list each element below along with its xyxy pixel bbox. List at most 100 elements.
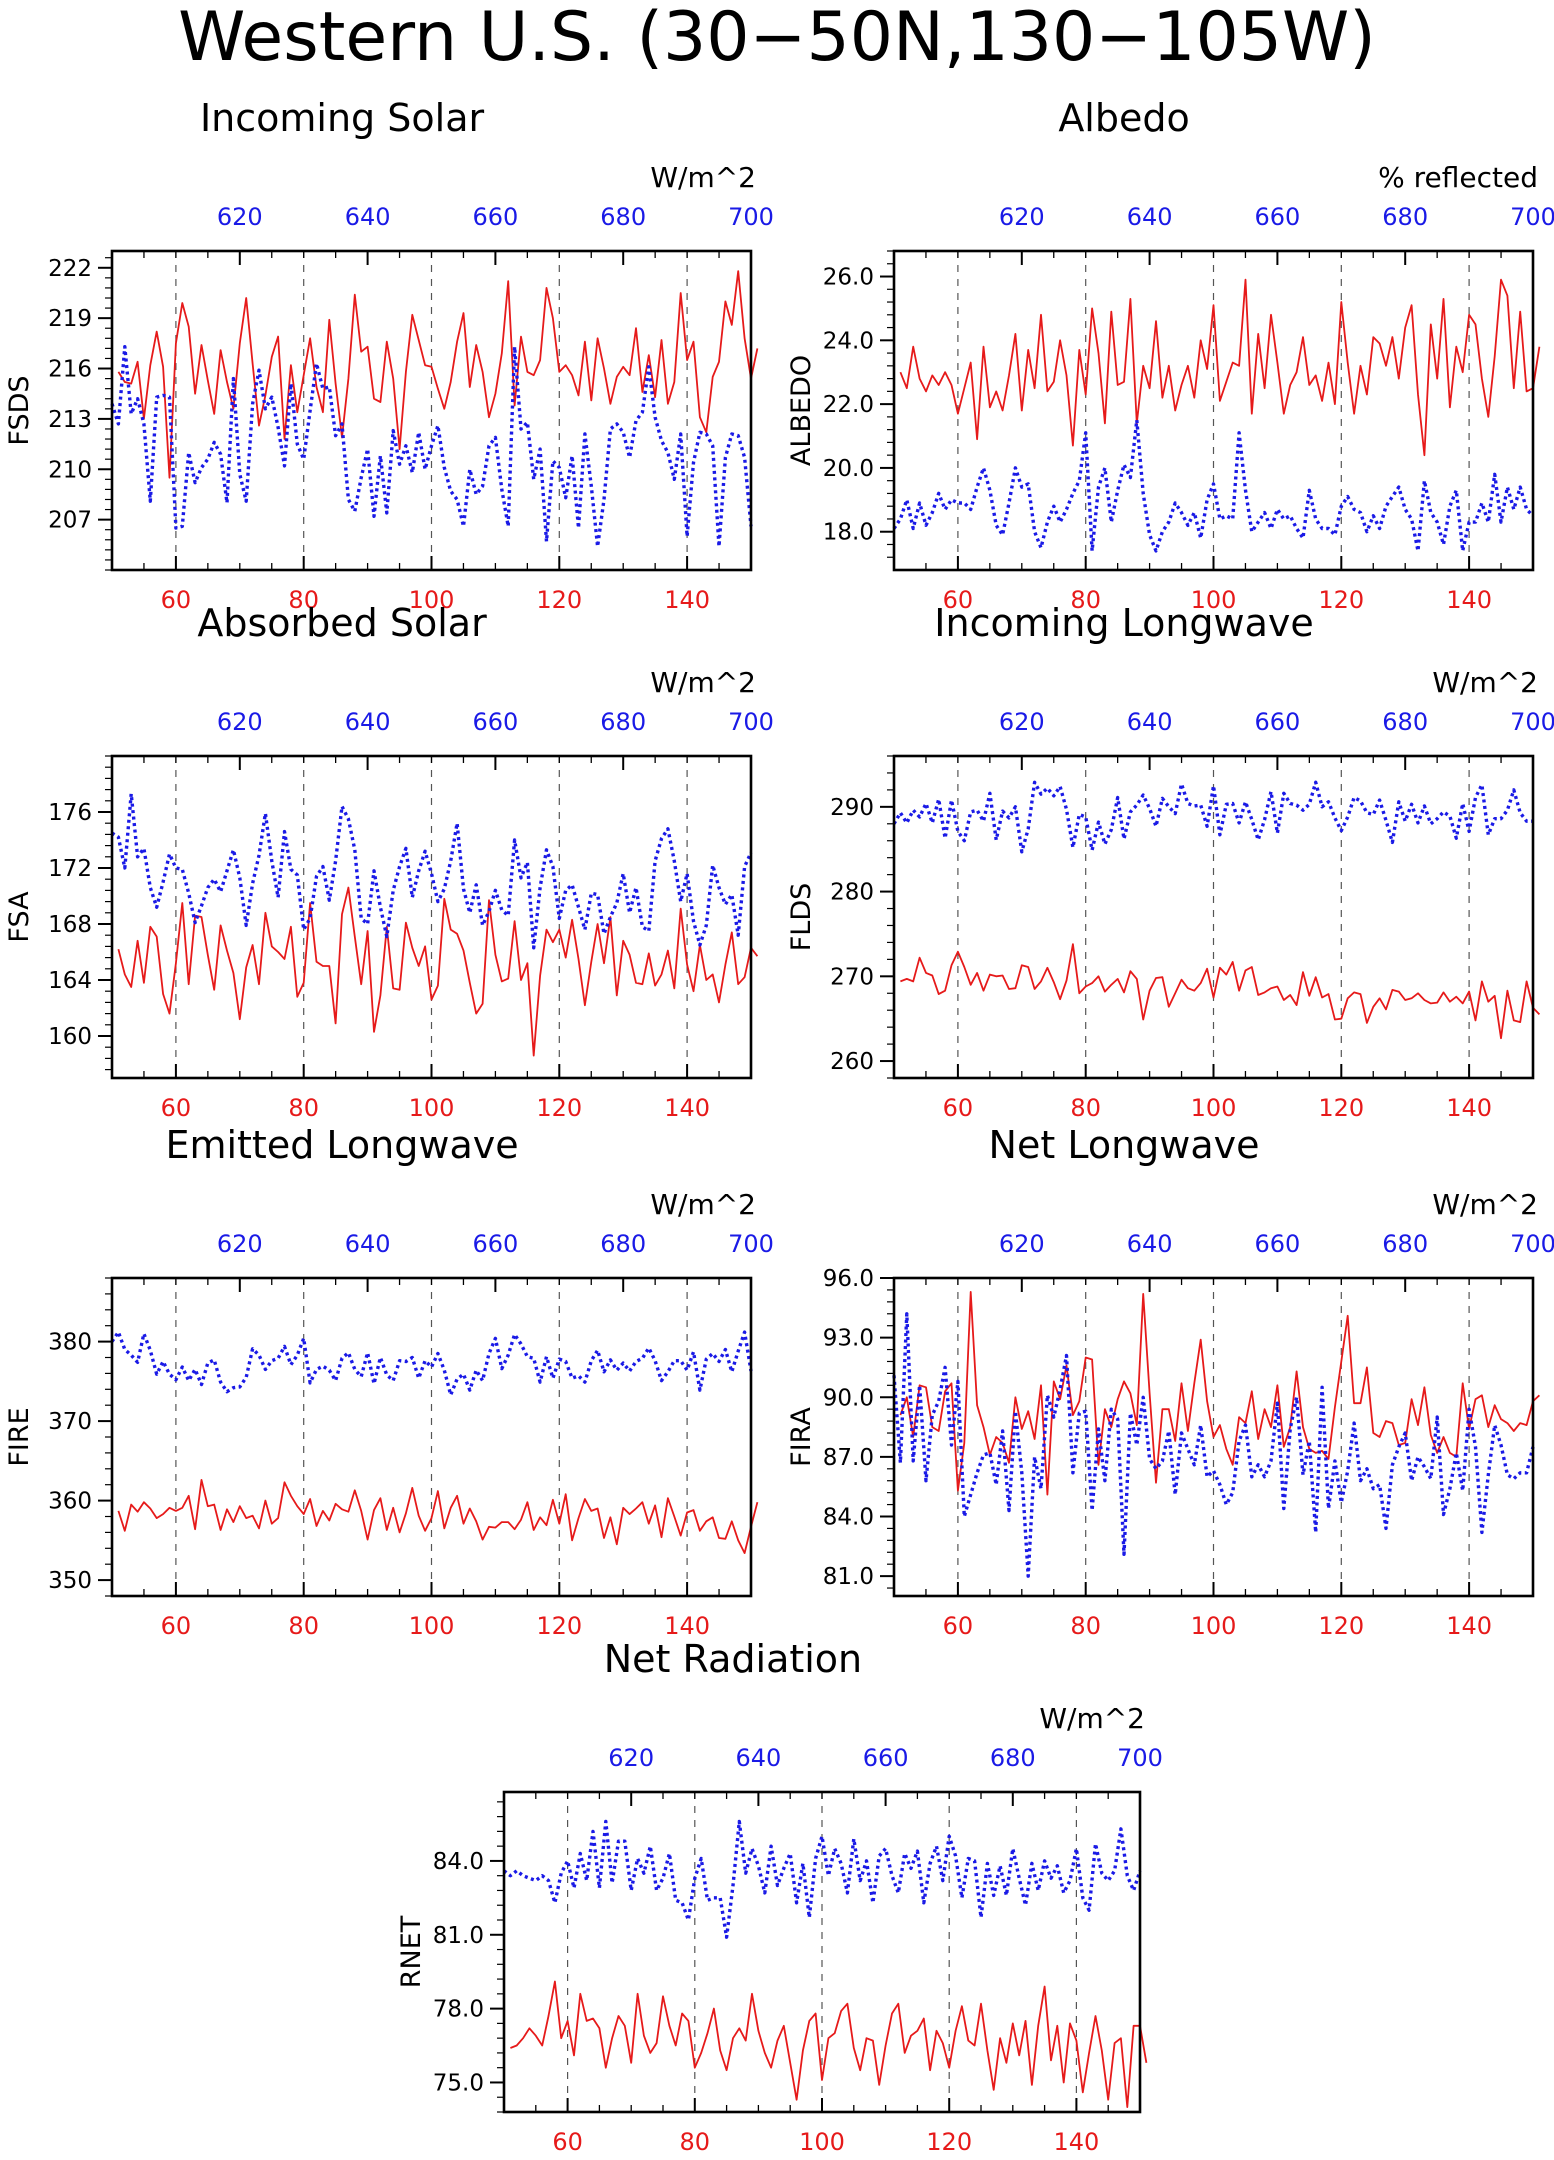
y-tick-label: 160 [48,1024,92,1050]
x-top-tick-label: 700 [1117,1744,1163,1772]
plot-frame [110,1276,753,1598]
plot-frame [892,754,1535,1080]
x-tick-label: 60 [161,1612,192,1640]
x-tick-label: 60 [943,1094,974,1122]
units-label: W/m^2 [650,666,756,699]
units-label: % reflected [1378,161,1538,194]
series-line-bottom-axis [117,1479,759,1554]
chart-panel: Albedo % reflected ALBEDO 60 80 100 120 140 620 6… [786,96,1554,614]
chart-panel: Net Longwave W/m^2 FIRA 60 80 100 120 140 620 640… [786,1123,1554,1640]
chart-title: Net Radiation [604,1637,862,1681]
series-line-bottom-axis [900,943,1541,1040]
y-tick-label: 370 [48,1409,92,1435]
plot-frame [892,249,1535,572]
plot-frame [110,249,753,572]
y-tick-label: 207 [48,508,92,534]
x-top-tick-label: 660 [472,1230,518,1258]
y-tick-label: 78.0 [433,1997,484,2023]
y-tick-label: 81.0 [433,1923,484,1949]
x-tick-label: 140 [664,586,710,614]
chart-title: Albedo [1058,96,1189,140]
series-line-top-axis [110,345,753,549]
x-tick-label: 100 [409,1094,455,1122]
x-top-tick-label: 640 [1127,1230,1173,1258]
figure-title: Western U.S. (30−50N,130−105W) [178,0,1376,77]
x-top-tick-label: 620 [217,1230,263,1258]
x-top-tick-label: 680 [600,203,646,231]
y-tick-label: 24.0 [823,328,874,354]
x-tick-label: 80 [288,1094,319,1122]
chart-panel: Incoming Solar W/m^2 FSDS 60 80 100 120 140 620 6… [4,96,774,614]
x-top-tick-label: 700 [1510,1230,1554,1258]
y-axis-label: RNET [396,1915,427,1988]
y-tick-label: 168 [48,912,92,938]
x-tick-label: 140 [1053,2128,1099,2156]
plot-frame [502,1790,1142,2114]
y-axis-label: FIRE [4,1407,35,1466]
x-tick-label: 120 [926,2128,972,2156]
x-tick-label: 120 [536,586,582,614]
y-tick-label: 90.0 [823,1385,874,1411]
x-top-tick-label: 680 [1382,1230,1428,1258]
y-tick-label: 260 [830,1049,874,1075]
units-label: W/m^2 [1039,1702,1145,1735]
y-tick-label: 22.0 [823,392,874,418]
x-tick-label: 120 [536,1094,582,1122]
x-tick-label: 100 [409,586,455,614]
y-tick-label: 210 [48,457,92,483]
x-tick-label: 140 [664,1094,710,1122]
x-top-tick-label: 640 [345,203,391,231]
x-top-tick-label: 620 [999,203,1045,231]
x-top-tick-label: 640 [345,708,391,736]
series-line-bottom-axis [510,1980,1148,2109]
y-tick-label: 290 [830,795,874,821]
y-tick-label: 84.0 [823,1505,874,1531]
y-tick-label: 81.0 [823,1564,874,1590]
x-tick-label: 100 [409,1612,455,1640]
x-tick-label: 80 [288,1612,319,1640]
y-axis-label: FSDS [4,375,35,445]
x-top-tick-label: 620 [217,708,263,736]
series-line-bottom-axis [117,886,759,1057]
x-tick-label: 60 [943,586,974,614]
x-top-tick-label: 700 [728,1230,774,1258]
y-tick-label: 20.0 [823,456,874,482]
y-tick-label: 84.0 [433,1849,484,1875]
x-tick-label: 100 [1191,586,1237,614]
x-tick-label: 100 [1191,1612,1237,1640]
y-tick-label: 164 [48,968,92,994]
x-tick-label: 140 [664,1612,710,1640]
x-tick-label: 120 [1318,1612,1364,1640]
x-top-tick-label: 700 [1510,708,1554,736]
chart-title: Emitted Longwave [165,1123,518,1167]
plot-frame [110,754,753,1080]
y-tick-label: 213 [48,407,92,433]
chart-panel: Absorbed Solar W/m^2 FSA 60 80 100 120 140 620 64… [4,601,774,1122]
y-tick-label: 270 [830,964,874,990]
y-tick-label: 176 [48,800,92,826]
y-tick-label: 18.0 [823,520,874,546]
y-tick-label: 280 [830,880,874,906]
y-tick-label: 75.0 [433,2070,484,2096]
units-label: W/m^2 [650,1188,756,1221]
x-top-tick-label: 660 [472,708,518,736]
series-line-bottom-axis [899,1291,1541,1496]
y-tick-label: 219 [48,306,92,332]
units-label: W/m^2 [1432,666,1538,699]
x-top-tick-label: 680 [1382,708,1428,736]
y-axis-label: ALBEDO [786,355,817,466]
y-tick-label: 93.0 [823,1326,874,1352]
x-tick-label: 140 [1446,1094,1492,1122]
x-top-tick-label: 700 [1510,203,1554,231]
x-top-tick-label: 680 [1382,203,1428,231]
chart-title: Absorbed Solar [197,601,487,645]
x-top-tick-label: 640 [735,1744,781,1772]
series-line-top-axis [892,418,1535,553]
x-top-tick-label: 620 [999,708,1045,736]
x-tick-label: 60 [161,586,192,614]
x-tick-label: 100 [799,2128,845,2156]
x-tick-label: 120 [536,1612,582,1640]
y-tick-label: 222 [48,256,92,282]
x-tick-label: 80 [288,586,319,614]
